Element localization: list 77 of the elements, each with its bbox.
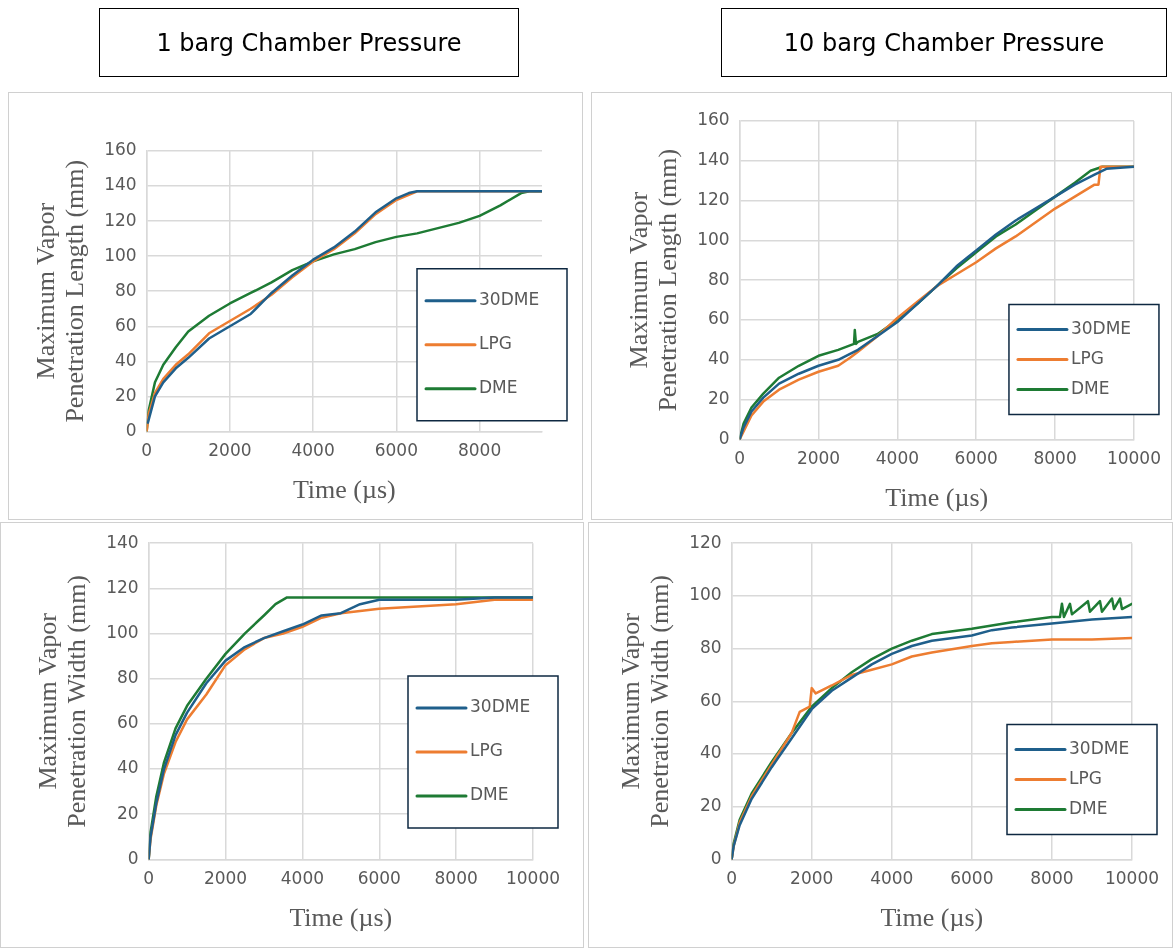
x-tick-label: 8000 xyxy=(457,440,502,461)
y-tick-label: 100 xyxy=(106,621,139,642)
y-tick-label: 20 xyxy=(700,795,722,816)
y-tick-label: 60 xyxy=(115,314,137,335)
y-tick-label: 80 xyxy=(115,279,137,300)
x-tick-label: 4000 xyxy=(291,440,335,461)
x-tick-label: 8000 xyxy=(1030,868,1074,889)
x-axis-title: Time (µs) xyxy=(289,903,393,933)
y-tick-label: 40 xyxy=(700,742,722,763)
y-tick-label: 40 xyxy=(708,348,730,369)
x-tick-label: 10000 xyxy=(505,868,561,889)
x-tick-label: 6000 xyxy=(954,448,998,469)
y-axis-title: Maximum Vapor Penetration Width (mm) xyxy=(33,574,91,828)
y-tick-label: 40 xyxy=(117,757,139,778)
legend-label: LPG xyxy=(479,333,512,354)
legend-label: LPG xyxy=(1069,767,1102,788)
x-tick-label: 4000 xyxy=(280,868,325,889)
x-axis-title: Time (µs) xyxy=(880,903,984,933)
y-tick-label: 140 xyxy=(104,174,137,195)
y-tick-label: 140 xyxy=(697,149,730,170)
x-tick-label: 2000 xyxy=(796,448,841,469)
x-tick-label: 0 xyxy=(143,868,155,889)
y-tick-label: 0 xyxy=(718,427,730,448)
y-tick-label: 80 xyxy=(708,268,730,289)
x-tick-label: 2000 xyxy=(203,868,248,889)
y-tick-label: 80 xyxy=(700,637,722,658)
x-tick-label: 2000 xyxy=(208,440,252,461)
x-tick-label: 4000 xyxy=(875,448,920,469)
x-tick-label: 10000 xyxy=(1104,868,1160,889)
x-axis-title: Time (µs) xyxy=(885,483,989,513)
y-tick-label: 0 xyxy=(127,847,139,868)
y-tick-label: 20 xyxy=(117,802,139,823)
legend-label: 30DME xyxy=(479,289,540,310)
chart-title: 10 barg Chamber Pressure xyxy=(721,8,1167,77)
x-axis-title: Time (µs) xyxy=(292,475,396,505)
y-tick-label: 60 xyxy=(117,712,139,733)
x-tick-label: 6000 xyxy=(357,868,401,889)
y-axis-title: Maximum Vapor Penetration Width (mm) xyxy=(616,574,674,828)
y-tick-label: 120 xyxy=(104,209,137,230)
legend-label: LPG xyxy=(1070,347,1104,368)
legend-label: 30DME xyxy=(1069,737,1130,758)
x-tick-label: 8000 xyxy=(1033,448,1077,469)
y-tick-label: 40 xyxy=(115,349,137,370)
x-tick-label: 8000 xyxy=(434,868,478,889)
y-tick-label: 100 xyxy=(104,244,137,265)
x-tick-label: 6000 xyxy=(374,440,418,461)
x-tick-label: 10000 xyxy=(1106,448,1162,469)
y-tick-label: 100 xyxy=(697,228,730,249)
y-tick-label: 100 xyxy=(689,584,722,605)
legend-label: DME xyxy=(1069,797,1108,818)
legend-label: 30DME xyxy=(470,696,531,717)
legend-label: DME xyxy=(1070,377,1110,398)
y-tick-label: 160 xyxy=(697,109,730,130)
y-tick-label: 0 xyxy=(710,847,722,868)
x-tick-label: 6000 xyxy=(950,868,994,889)
x-tick-label: 0 xyxy=(141,440,153,461)
x-tick-label: 4000 xyxy=(870,868,914,889)
y-tick-label: 120 xyxy=(697,189,730,210)
y-axis-title: Maximum Vapor Penetration Length (mm) xyxy=(624,148,682,412)
y-tick-label: 120 xyxy=(106,576,139,597)
legend-label: LPG xyxy=(470,740,503,761)
y-tick-label: 80 xyxy=(117,667,139,688)
y-tick-label: 20 xyxy=(115,384,137,405)
legend-label: DME xyxy=(479,377,518,398)
y-tick-label: 0 xyxy=(125,419,137,440)
legend-label: DME xyxy=(470,784,509,805)
y-tick-label: 60 xyxy=(708,308,730,329)
y-tick-label: 160 xyxy=(104,139,137,160)
y-tick-label: 60 xyxy=(700,689,722,710)
y-tick-label: 20 xyxy=(708,388,730,409)
y-axis-title: Maximum Vapor Penetration Length (mm) xyxy=(31,159,89,423)
legend-label: 30DME xyxy=(1070,317,1132,338)
x-tick-label: 0 xyxy=(734,448,746,469)
chart-title: 1 barg Chamber Pressure xyxy=(99,8,519,77)
x-tick-label: 2000 xyxy=(790,868,834,889)
y-tick-label: 120 xyxy=(689,531,722,552)
y-tick-label: 140 xyxy=(106,531,139,552)
